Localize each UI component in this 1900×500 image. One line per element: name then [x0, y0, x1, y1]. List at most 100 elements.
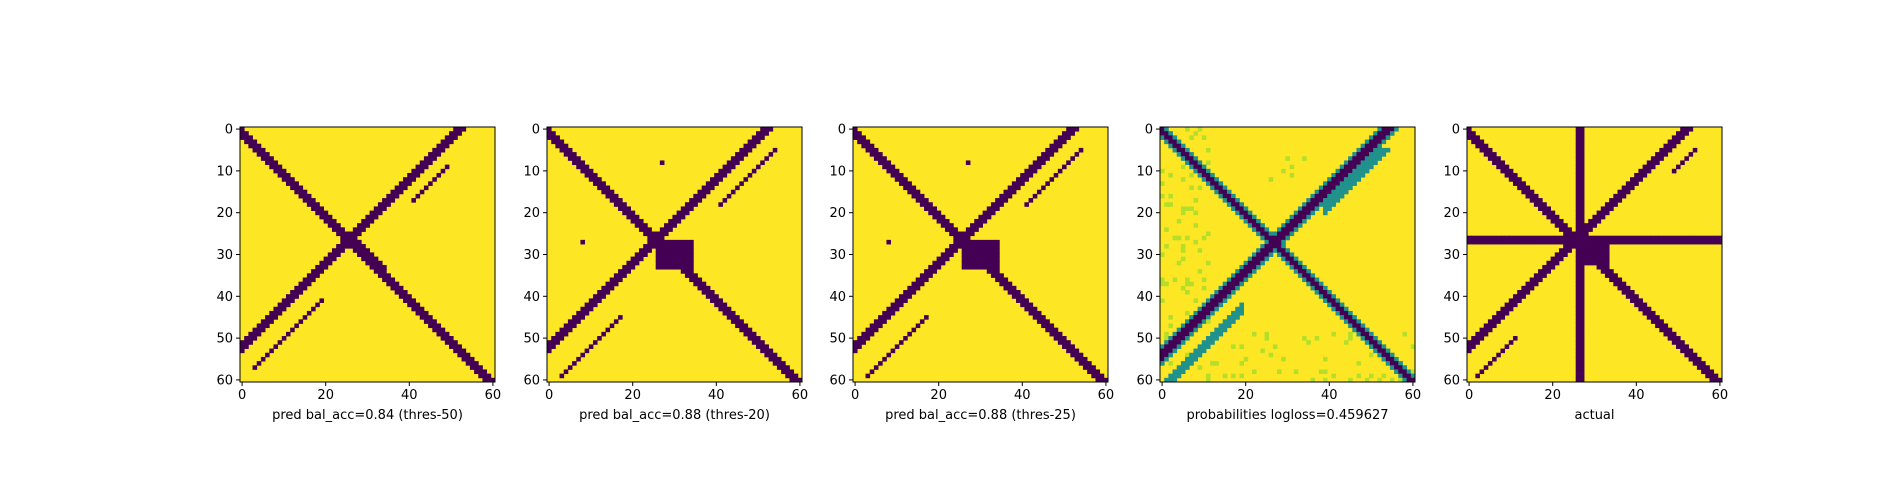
heatmap-cell — [1479, 331, 1485, 337]
heatmap-cell — [432, 156, 437, 161]
heatmap-cell — [797, 377, 803, 383]
heatmap-cell — [965, 256, 971, 262]
heatmap-cell — [1525, 239, 1531, 245]
heatmap-cell — [940, 260, 946, 266]
heatmap-cell — [369, 218, 375, 224]
heatmap-cell — [1197, 164, 1203, 170]
heatmap-cell — [601, 285, 606, 291]
heatmap-cell — [1297, 210, 1303, 216]
heatmap-cell — [647, 227, 652, 232]
heatmap-cell — [444, 139, 450, 145]
heatmap-cell — [978, 252, 983, 257]
heatmap-cell — [643, 223, 648, 228]
heatmap-cell — [336, 248, 341, 253]
heatmap-cell — [1364, 156, 1370, 161]
heatmap-cell — [1348, 315, 1353, 320]
heatmap-cell — [659, 248, 665, 253]
heatmap-cell — [555, 331, 560, 337]
heatmap-cell — [323, 214, 329, 220]
heatmap-cell — [1575, 139, 1581, 145]
heatmap-cell — [890, 172, 896, 178]
heatmap-cell — [440, 168, 446, 174]
heatmap-cell — [1218, 323, 1224, 329]
heatmap-cell — [1062, 340, 1067, 345]
heatmap-cell — [597, 181, 602, 186]
heatmap-cell — [361, 252, 366, 257]
heatmap-cell — [411, 177, 416, 182]
heatmap-cell — [1176, 365, 1182, 370]
heatmap-cell — [580, 315, 586, 320]
heatmap-cell — [1467, 135, 1472, 140]
heatmap-cell — [1356, 319, 1362, 324]
heatmap-cell — [1360, 160, 1366, 166]
heatmap-cell — [331, 218, 337, 224]
heatmap-cell — [764, 344, 769, 349]
heatmap-cell — [1189, 319, 1194, 324]
heatmap-cell — [1302, 273, 1307, 278]
heatmap-cell — [1575, 377, 1581, 383]
heatmap-cell — [1331, 193, 1336, 199]
heatmap-cell — [1533, 281, 1539, 287]
heatmap-cell — [572, 156, 577, 161]
heatmap-cell — [1164, 336, 1169, 341]
heatmap-cell — [1492, 319, 1497, 324]
heatmap-cell — [432, 319, 437, 324]
heatmap-cell — [407, 298, 412, 303]
heatmap-cell — [743, 327, 749, 333]
heatmap-cell — [659, 231, 665, 237]
heatmap-cell — [1508, 298, 1514, 303]
heatmap-cell — [298, 189, 304, 195]
heatmap-cell — [1604, 269, 1610, 274]
heatmap-cell — [1189, 281, 1194, 287]
heatmap-cell — [659, 239, 665, 245]
heatmap-cell — [1007, 290, 1013, 295]
heatmap-cell — [1575, 315, 1581, 320]
heatmap-cell — [490, 377, 496, 383]
heatmap-cell — [588, 298, 594, 303]
heatmap-cell — [961, 235, 967, 241]
heatmap-cell — [1684, 348, 1689, 354]
heatmap-cell — [1352, 172, 1357, 178]
heatmap-cell — [957, 231, 963, 237]
heatmap-cell — [676, 239, 682, 245]
heatmap-cell — [647, 244, 652, 249]
heatmap-cell — [903, 185, 908, 191]
heatmap-cell — [1663, 327, 1669, 333]
heatmap-cell — [419, 168, 425, 174]
heatmap-cell — [336, 231, 341, 237]
heatmap-cell — [894, 177, 900, 182]
heatmap-cell — [1193, 327, 1199, 333]
heatmap-cell — [423, 160, 429, 166]
heatmap-cell — [705, 189, 711, 195]
heatmap-cell — [701, 185, 707, 191]
heatmap-cell — [1663, 239, 1669, 245]
heatmap-cell — [1479, 327, 1485, 333]
heatmap-cell — [1579, 156, 1585, 161]
heatmap-cell — [990, 210, 996, 216]
heatmap-cell — [1663, 152, 1669, 157]
heatmap-cell — [1193, 315, 1199, 320]
heatmap-cell — [1327, 181, 1332, 186]
heatmap-cell — [1053, 172, 1059, 178]
x-tick-label: 20 — [1544, 388, 1561, 403]
heatmap-cell — [853, 340, 858, 345]
heatmap-cell — [1487, 327, 1493, 333]
heatmap-cell — [1360, 147, 1366, 153]
heatmap-cell — [722, 310, 728, 316]
heatmap-cell — [1239, 310, 1245, 316]
heatmap-cell — [1289, 164, 1295, 170]
heatmap-cell — [756, 340, 761, 345]
heatmap-cell — [240, 135, 245, 140]
heatmap-cell — [1348, 160, 1353, 166]
heatmap-cell — [953, 231, 958, 237]
heatmap-cell — [1168, 344, 1173, 349]
heatmap-cell — [689, 269, 694, 274]
heatmap-cell — [411, 168, 416, 174]
heatmap-cell — [986, 248, 992, 253]
heatmap-cell — [555, 340, 560, 345]
heatmap-cell — [1696, 239, 1702, 245]
heatmap-cell — [1285, 248, 1290, 253]
heatmap-cell — [592, 340, 598, 345]
heatmap-cell — [1041, 319, 1046, 324]
heatmap-cell — [1504, 164, 1510, 170]
